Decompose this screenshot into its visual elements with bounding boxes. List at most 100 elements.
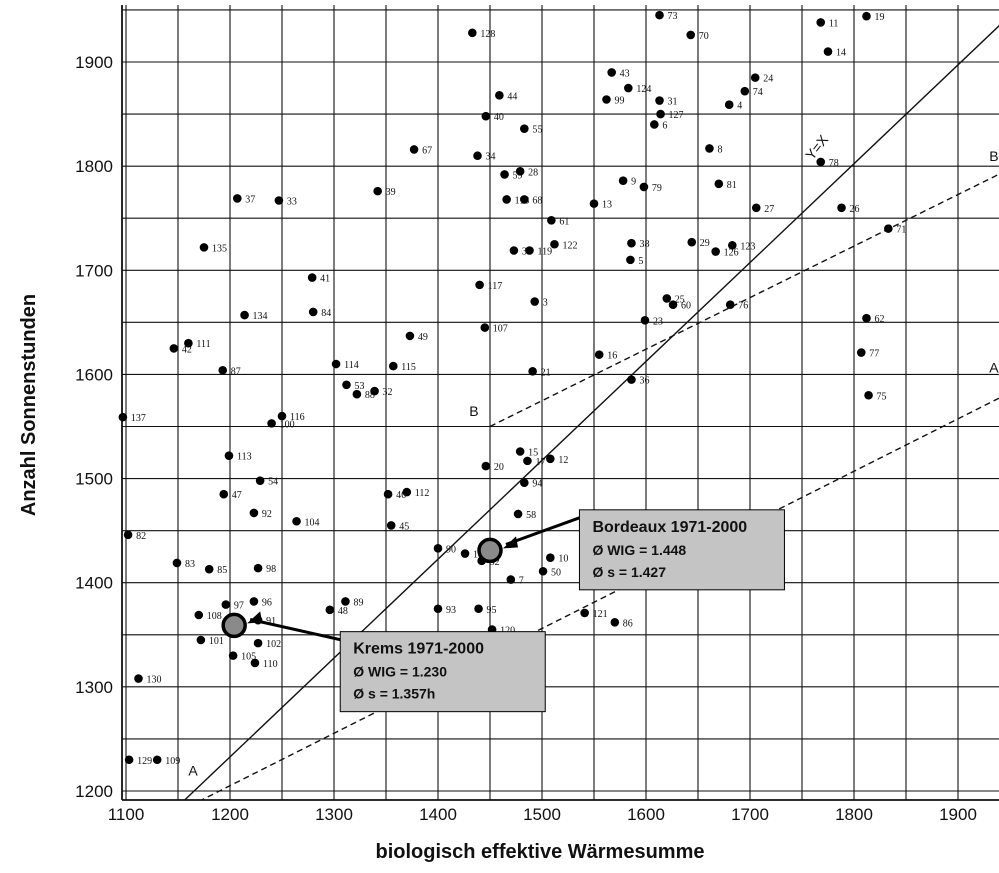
- line-tag: B: [989, 148, 998, 164]
- point-label: 62: [874, 314, 884, 325]
- data-point: [308, 307, 318, 317]
- data-point: [388, 361, 398, 371]
- point-label: 32: [383, 387, 393, 398]
- data-point: [184, 338, 193, 348]
- point-label: 129: [137, 756, 152, 767]
- point-label: 26: [850, 204, 860, 215]
- point-label: 43: [620, 68, 630, 79]
- point-label: 78: [829, 158, 839, 169]
- point-label: 85: [217, 565, 227, 576]
- data-point: [626, 255, 635, 265]
- data-point: [655, 10, 664, 20]
- data-point: [481, 461, 491, 471]
- point-label: 24: [763, 74, 773, 85]
- data-point: [274, 196, 284, 205]
- data-point: [655, 96, 664, 105]
- data-point: [221, 600, 231, 609]
- point-label: 108: [207, 611, 222, 622]
- data-point: [602, 95, 611, 104]
- point-label: 53: [354, 381, 364, 392]
- point-label: 19: [874, 12, 884, 23]
- point-label: 81: [727, 180, 737, 191]
- x-tick-label: 1700: [731, 805, 769, 824]
- point-label: 67: [422, 145, 432, 156]
- data-point: [823, 47, 833, 56]
- data-point: [249, 597, 259, 606]
- data-point: [277, 411, 287, 421]
- data-point: [520, 195, 529, 204]
- data-point: [538, 566, 548, 576]
- data-point: [500, 170, 509, 179]
- data-point: [402, 487, 412, 497]
- y-tick-label: 1700: [75, 261, 113, 280]
- highlights: Bordeaux 1971-2000 Ø WIG = 1.448 Ø s = 1.4…: [221, 509, 785, 713]
- point-label: 126: [724, 248, 739, 259]
- krems-annotation-wig: Ø WIG = 1.230: [353, 664, 447, 680]
- data-point: [750, 73, 760, 82]
- point-label: 117: [488, 281, 503, 292]
- point-label: 5: [638, 256, 643, 267]
- point-label: 10: [558, 554, 568, 565]
- data-point: [640, 315, 650, 325]
- point-label: 124: [636, 84, 651, 95]
- data-point: [405, 331, 415, 341]
- point-label: 96: [262, 597, 272, 608]
- point-label: 98: [266, 564, 276, 575]
- data-point: [530, 297, 540, 306]
- point-label: 54: [268, 477, 278, 488]
- point-label: 112: [415, 488, 430, 499]
- point-label: 17: [535, 457, 545, 468]
- data-point: [341, 597, 350, 606]
- data-point: [656, 109, 665, 119]
- line-tag: B: [469, 403, 478, 419]
- bordeaux-annotation-wig: Ø WIG = 1.448: [592, 542, 686, 558]
- data-point: [204, 564, 214, 574]
- point-label: 23: [653, 316, 663, 327]
- y-tick-label: 1800: [75, 157, 113, 176]
- point-label: 114: [344, 360, 359, 371]
- data-point: [714, 179, 724, 189]
- data-point: [383, 489, 393, 499]
- data-point: [292, 516, 301, 526]
- data-point: [856, 348, 866, 357]
- point-label: 34: [486, 152, 496, 163]
- bordeaux-annotation-sunshine: Ø s = 1.427: [592, 564, 666, 580]
- data-point: [639, 182, 649, 192]
- point-label: 12: [558, 455, 568, 466]
- point-label: 38: [639, 239, 649, 250]
- point-label: 15: [528, 447, 538, 458]
- point-label: 50: [551, 567, 561, 578]
- data-point: [705, 144, 714, 153]
- point-label: 11: [829, 18, 839, 29]
- point-label: 111: [196, 339, 210, 350]
- bordeaux-annotation-box: [578, 509, 785, 591]
- point-label: 105: [241, 652, 256, 663]
- data-point: [255, 476, 265, 485]
- point-label: 110: [263, 659, 278, 670]
- bordeaux-arrowhead: [503, 536, 518, 549]
- krems-annotation-sunshine: Ø s = 1.357h: [353, 686, 435, 702]
- point-label: 52: [490, 557, 500, 568]
- data-point: [686, 30, 696, 40]
- point-label: 33: [287, 197, 297, 208]
- line-tag: A: [188, 762, 198, 778]
- data-point: [474, 604, 483, 614]
- data-point: [520, 478, 529, 488]
- point-label: 9: [631, 177, 636, 188]
- x-tick-label: 1900: [939, 805, 977, 824]
- x-tick-label: 1400: [419, 805, 457, 824]
- data-point: [253, 638, 263, 648]
- data-point: [509, 246, 519, 255]
- y-axis-title: Anzahl Sonnenstunden: [18, 294, 40, 516]
- data-point: [433, 604, 443, 614]
- data-point: [725, 300, 735, 309]
- point-label: 84: [321, 308, 331, 319]
- data-point: [253, 563, 263, 573]
- data-point: [386, 521, 396, 530]
- data-point: [610, 617, 620, 627]
- point-label: 119: [538, 246, 553, 257]
- data-point: [862, 11, 871, 21]
- point-label: 90: [446, 544, 456, 555]
- point-label: 36: [639, 376, 649, 387]
- data-point: [123, 530, 133, 540]
